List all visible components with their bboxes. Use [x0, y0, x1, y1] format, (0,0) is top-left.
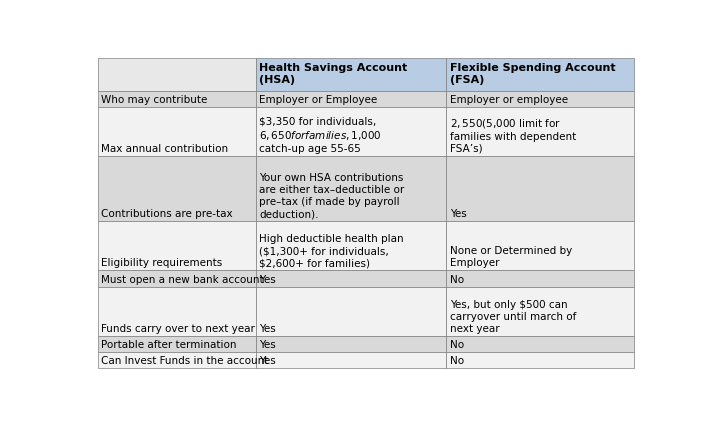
- Bar: [256, 352, 446, 368]
- Bar: [446, 352, 634, 368]
- Text: $2,550 ($5,000 limit for
families with dependent
FSA’s): $2,550 ($5,000 limit for families with d…: [450, 117, 576, 154]
- Bar: [446, 107, 634, 156]
- Bar: [256, 336, 446, 352]
- Bar: [256, 58, 446, 91]
- Text: No: No: [450, 275, 464, 285]
- Bar: [256, 107, 446, 156]
- Text: Flexible Spending Account
(FSA): Flexible Spending Account (FSA): [450, 63, 615, 85]
- Bar: [256, 156, 446, 221]
- Bar: [98, 58, 256, 91]
- Bar: [98, 270, 256, 287]
- Text: Who may contribute: Who may contribute: [101, 95, 207, 105]
- Text: Yes: Yes: [259, 324, 276, 334]
- Bar: [98, 287, 256, 336]
- Text: Eligibility requirements: Eligibility requirements: [101, 258, 222, 268]
- Bar: [98, 352, 256, 368]
- Bar: [98, 221, 256, 270]
- Bar: [256, 270, 446, 287]
- Text: Health Savings Account
(HSA): Health Savings Account (HSA): [259, 63, 408, 85]
- Bar: [446, 270, 634, 287]
- Bar: [98, 107, 256, 156]
- Bar: [446, 336, 634, 352]
- Bar: [446, 91, 634, 107]
- Text: Contributions are pre-tax: Contributions are pre-tax: [101, 209, 233, 220]
- Bar: [256, 287, 446, 336]
- Text: Employer or Employee: Employer or Employee: [259, 95, 378, 105]
- Text: Portable after termination: Portable after termination: [101, 340, 236, 350]
- Text: No: No: [450, 356, 464, 366]
- Text: No: No: [450, 340, 464, 350]
- Bar: [446, 58, 634, 91]
- Text: Yes: Yes: [259, 275, 276, 285]
- Text: Yes, but only $500 can
carryover until march of
next year: Yes, but only $500 can carryover until m…: [450, 300, 576, 334]
- Text: Must open a new bank account: Must open a new bank account: [101, 275, 263, 285]
- Text: Yes: Yes: [259, 356, 276, 366]
- Text: Funds carry over to next year: Funds carry over to next year: [101, 324, 255, 334]
- Bar: [98, 156, 256, 221]
- Text: Can Invest Funds in the account: Can Invest Funds in the account: [101, 356, 268, 366]
- Bar: [98, 91, 256, 107]
- Text: High deductible health plan
($1,300+ for individuals,
$2,600+ for families): High deductible health plan ($1,300+ for…: [259, 234, 404, 268]
- Bar: [446, 287, 634, 336]
- Bar: [98, 336, 256, 352]
- Text: Max annual contribution: Max annual contribution: [101, 144, 228, 154]
- Bar: [446, 221, 634, 270]
- Text: Yes: Yes: [259, 340, 276, 350]
- Bar: [446, 156, 634, 221]
- Bar: [256, 221, 446, 270]
- Bar: [256, 91, 446, 107]
- Text: Your own HSA contributions
are either tax–deductible or
pre–tax (if made by payr: Your own HSA contributions are either ta…: [259, 173, 404, 220]
- Text: None or Determined by
Employer: None or Determined by Employer: [450, 246, 572, 268]
- Text: Yes: Yes: [450, 209, 466, 220]
- Text: $3,350 for individuals,
$6,650 for families, $1,000
catch-up age 55-65: $3,350 for individuals, $6,650 for famil…: [259, 116, 382, 154]
- Text: Employer or employee: Employer or employee: [450, 95, 568, 105]
